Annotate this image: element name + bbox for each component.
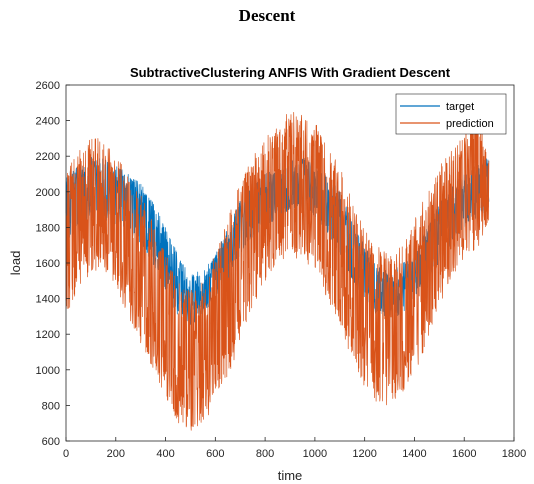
legend-label-prediction: prediction	[446, 118, 494, 130]
y-axis-ticks: 600 800 1000 1200 1400 1600 1800 2000 2200 2400 26…	[36, 80, 70, 448]
legend-label-target: target	[446, 101, 474, 113]
x-tick-label: 1800	[502, 448, 526, 460]
x-tick-label: 800	[256, 448, 274, 460]
y-tick-label: 1000	[36, 365, 60, 377]
y-tick-label: 2000	[36, 187, 60, 199]
y-tick-label: 600	[42, 436, 60, 448]
x-axis-label: time	[278, 468, 303, 483]
x-tick-label: 400	[156, 448, 174, 460]
legend: target prediction	[395, 93, 507, 135]
x-tick-label: 600	[206, 448, 224, 460]
x-tick-label: 1400	[402, 448, 426, 460]
x-tick-label: 0	[63, 448, 69, 460]
x-tick-label: 1000	[303, 448, 327, 460]
x-tick-label: 1200	[352, 448, 376, 460]
figure-heading: Descent	[238, 6, 296, 25]
x-tick-label: 1600	[452, 448, 476, 460]
y-tick-label: 2600	[36, 80, 60, 92]
y-tick-label: 1800	[36, 222, 60, 234]
x-tick-label: 200	[107, 448, 125, 460]
plot-area	[65, 101, 490, 431]
y-tick-label: 2400	[36, 116, 60, 128]
x-axis-ticks: 0 200 400 600 800 1000 1200 1400 1600 1800	[63, 437, 526, 460]
legend-box	[395, 93, 507, 135]
y-tick-label: 1400	[36, 294, 60, 306]
series-line-prediction	[65, 101, 490, 431]
chart-title: SubtractiveClustering ANFIS With Gradien…	[130, 65, 451, 80]
y-tick-label: 1600	[36, 258, 60, 270]
y-axis-label: load	[8, 251, 23, 276]
plot-frame	[65, 84, 515, 442]
y-tick-label: 1200	[36, 329, 60, 341]
y-tick-label: 800	[42, 400, 60, 412]
y-tick-label: 2200	[36, 151, 60, 163]
